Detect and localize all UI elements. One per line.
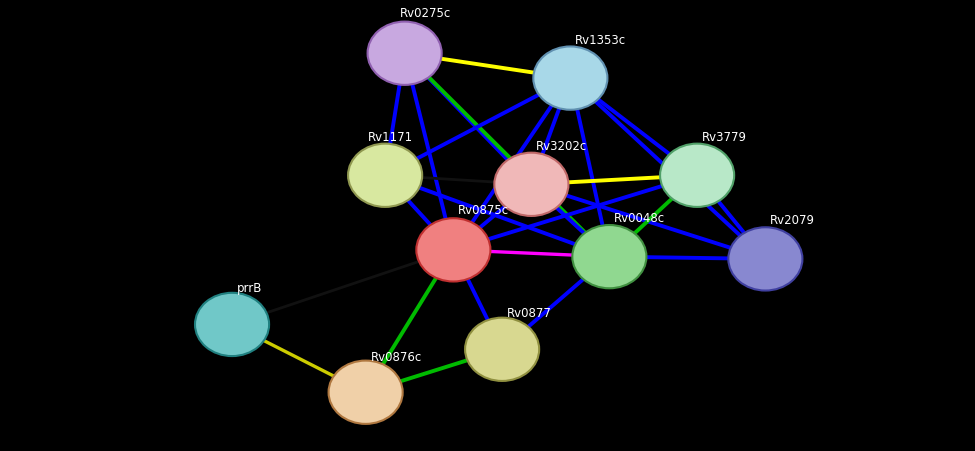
Ellipse shape — [572, 226, 646, 289]
Ellipse shape — [728, 228, 802, 291]
Text: Rv0876c: Rv0876c — [370, 350, 422, 363]
Ellipse shape — [533, 47, 607, 110]
Text: Rv1353c: Rv1353c — [575, 33, 626, 46]
Text: Rv0877: Rv0877 — [507, 306, 552, 319]
Ellipse shape — [348, 144, 422, 207]
Text: Rv0048c: Rv0048c — [614, 212, 665, 225]
Ellipse shape — [465, 318, 539, 381]
Text: Rv1171: Rv1171 — [368, 130, 412, 143]
Ellipse shape — [368, 23, 442, 86]
Text: Rv3202c: Rv3202c — [536, 139, 588, 152]
Text: Rv2079: Rv2079 — [770, 214, 815, 227]
Ellipse shape — [660, 144, 734, 207]
Text: Rv3779: Rv3779 — [702, 130, 747, 143]
Ellipse shape — [416, 219, 490, 282]
Ellipse shape — [195, 293, 269, 356]
Text: prrB: prrB — [237, 281, 262, 294]
Ellipse shape — [494, 153, 568, 216]
Text: Rv0275c: Rv0275c — [400, 7, 451, 20]
Text: Rv0875c: Rv0875c — [458, 203, 509, 216]
Ellipse shape — [329, 361, 403, 424]
